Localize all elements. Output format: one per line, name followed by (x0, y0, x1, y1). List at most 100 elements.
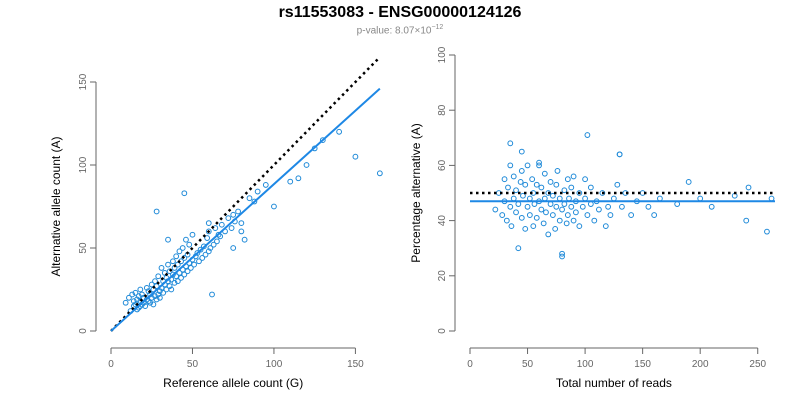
data-point (143, 296, 150, 303)
data-point (610, 195, 617, 202)
data-point (165, 261, 171, 268)
data-point (170, 271, 176, 278)
data-point (582, 176, 588, 183)
data-point (545, 231, 552, 238)
data-point (218, 221, 225, 228)
data-point (183, 236, 189, 243)
data-point (189, 231, 196, 238)
x-tick-label: 100 (577, 359, 594, 370)
y-tick-label: 0 (437, 328, 448, 334)
data-point (166, 268, 173, 275)
data-point (238, 220, 245, 227)
data-point (503, 217, 510, 224)
data-point (745, 184, 752, 191)
data-point (522, 181, 529, 188)
data-point (336, 128, 343, 135)
data-point (168, 286, 175, 293)
data-point (518, 168, 525, 174)
data-point (563, 220, 570, 227)
y-axis-title: Percentage alternative (A) (409, 123, 423, 262)
data-point (122, 299, 129, 306)
data-point (517, 179, 524, 185)
data-point (196, 258, 202, 265)
data-point (235, 208, 241, 215)
data-point (513, 187, 519, 194)
data-point (205, 220, 212, 227)
data-point (510, 173, 517, 180)
data-point (522, 225, 529, 232)
data-point (651, 212, 658, 218)
data-point (287, 178, 294, 185)
data-point (140, 294, 147, 301)
data-point (524, 162, 531, 169)
data-point (170, 258, 176, 265)
data-point (697, 195, 704, 202)
data-point (518, 214, 525, 221)
data-point (591, 217, 598, 224)
data-point (153, 296, 160, 303)
data-point (152, 278, 158, 285)
y-axis-title: Alternative allele count (A) (49, 136, 63, 276)
chart-title: rs11553083 - ENSG00000124126 (278, 4, 522, 21)
data-point (505, 184, 511, 191)
data-point (645, 203, 652, 210)
x-tick-label: 150 (634, 359, 651, 370)
data-point (507, 203, 514, 210)
data-point (559, 253, 565, 260)
data-point (561, 187, 568, 194)
data-point (207, 245, 214, 251)
y-tick-label: 50 (78, 242, 89, 254)
x-tick-label: 150 (347, 359, 364, 370)
x-axis-title: Reference allele count (G) (163, 376, 303, 390)
data-point (524, 203, 531, 210)
data-point (584, 132, 591, 138)
data-point (657, 195, 663, 202)
data-point (518, 148, 525, 155)
p-value-text: p-value: 8.07×10 (356, 25, 432, 37)
data-point (561, 201, 568, 207)
fitted-ratio-line (110, 87, 381, 332)
data-point (566, 195, 572, 202)
data-point (552, 225, 559, 232)
data-point (768, 195, 775, 202)
data-point (181, 190, 188, 197)
data-point (533, 214, 540, 221)
data-point (607, 212, 614, 218)
data-point (587, 201, 594, 207)
data-point (303, 162, 310, 168)
data-point (596, 206, 602, 213)
x-tick-label: 50 (522, 359, 534, 370)
data-point (319, 137, 326, 144)
data-point (179, 245, 186, 251)
data-point (153, 208, 160, 215)
data-point (576, 223, 583, 230)
data-point (619, 203, 625, 210)
data-point (246, 195, 253, 202)
data-point (145, 298, 152, 305)
data-point (225, 215, 232, 222)
data-point (217, 233, 224, 240)
data-point (205, 248, 212, 255)
data-point (160, 289, 167, 296)
data-point (530, 223, 537, 230)
data-point (155, 273, 162, 280)
data-point (541, 170, 548, 177)
data-point (543, 209, 549, 216)
data-point (254, 188, 261, 195)
data-point (674, 201, 681, 207)
data-point (536, 162, 542, 169)
data-point (616, 151, 623, 158)
data-point (156, 294, 163, 301)
data-point (568, 203, 575, 210)
x-tick-label: 100 (266, 359, 283, 370)
data-point (197, 246, 204, 253)
data-point (553, 181, 560, 188)
x-tick-label: 0 (467, 359, 473, 370)
data-point (499, 212, 506, 218)
data-point (191, 261, 198, 268)
data-point (579, 203, 586, 210)
data-point (214, 238, 220, 245)
y-tick-label: 20 (437, 270, 448, 282)
y-tick-label: 100 (437, 46, 448, 63)
